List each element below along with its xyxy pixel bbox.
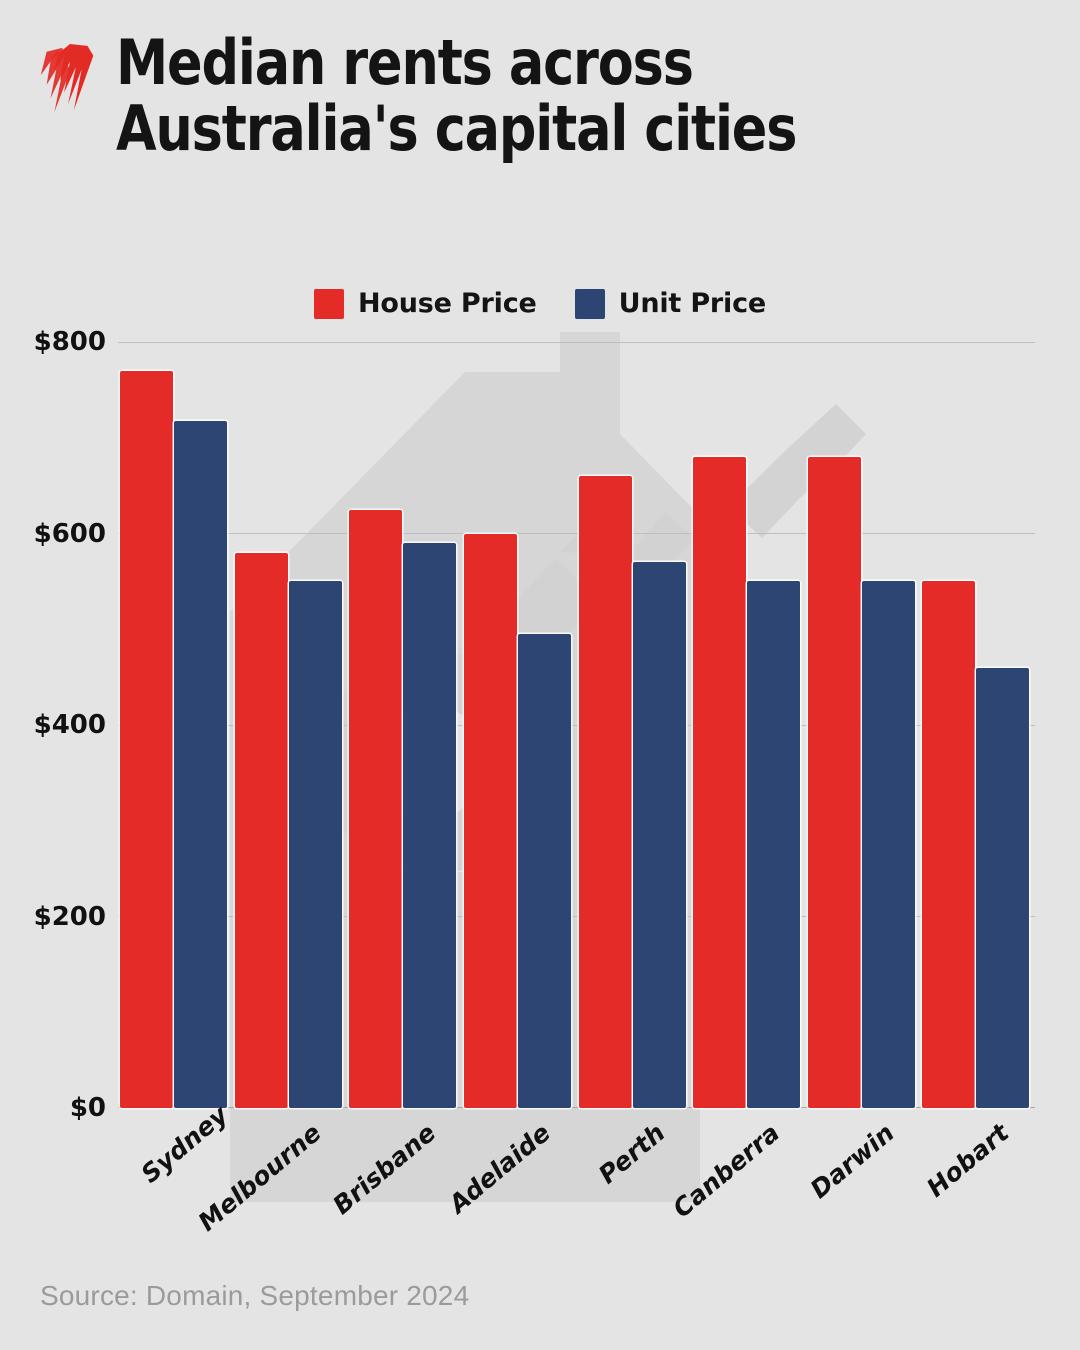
gridline-200 xyxy=(118,916,1035,917)
bar-series-layer xyxy=(118,342,1035,1108)
bar-canberra-house[interactable] xyxy=(693,456,747,1108)
x-axis-tick-sydney: Sydney xyxy=(135,1100,234,1189)
page-title: Median rents across Australia's capital … xyxy=(116,26,797,165)
y-axis-tick-400: $400 xyxy=(33,710,106,740)
gridline-400 xyxy=(118,725,1035,726)
bar-canberra-unit[interactable] xyxy=(747,581,801,1108)
bar-perth-unit[interactable] xyxy=(632,562,686,1108)
legend-item-house[interactable]: House Price xyxy=(313,288,537,319)
x-axis-labels: Sydney Melbourne Brisbane Adelaide Perth Canb… xyxy=(118,1100,1035,1242)
bar-sydney-house[interactable] xyxy=(120,370,173,1108)
legend-label-house: House Price xyxy=(357,288,537,319)
axis-baseline xyxy=(118,1106,1035,1108)
legend-label-unit: Unit Price xyxy=(618,288,767,319)
bar-adelaide-house[interactable] xyxy=(463,533,517,1108)
sbs-flame-logo-icon xyxy=(40,43,94,113)
y-axis-tick-0: $0 xyxy=(69,1093,106,1123)
header: Median rents across Australia's capital … xyxy=(0,0,1080,222)
chart-legend: House Price Unit Price xyxy=(0,288,1080,319)
legend-swatch-unit-icon xyxy=(574,288,605,319)
bar-adelaide-unit[interactable] xyxy=(517,634,571,1108)
gridline-800 xyxy=(118,342,1035,343)
y-axis-tick-800: $800 xyxy=(33,327,106,357)
axis-gridlines xyxy=(118,342,1035,1108)
bar-brisbane-unit[interactable] xyxy=(403,543,457,1108)
gridline-600 xyxy=(118,533,1035,534)
legend-swatch-house-icon xyxy=(313,288,344,319)
bar-perth-house[interactable] xyxy=(578,476,632,1108)
y-axis-labels: $0 $200 $400 $600 $800 xyxy=(0,222,118,1222)
bar-hobart-unit[interactable] xyxy=(976,667,1030,1108)
bar-melbourne-unit[interactable] xyxy=(288,581,342,1108)
y-axis-tick-600: $600 xyxy=(33,518,106,549)
bar-sydney-unit[interactable] xyxy=(174,420,227,1108)
bar-darwin-house[interactable] xyxy=(807,456,861,1108)
source-caption: Source: Domain, September 2024 xyxy=(40,1280,470,1311)
bar-brisbane-house[interactable] xyxy=(349,509,403,1108)
bar-darwin-unit[interactable] xyxy=(861,581,915,1108)
y-axis-tick-200: $200 xyxy=(33,901,106,932)
bar-melbourne-house[interactable] xyxy=(234,552,288,1108)
bar-hobart-house[interactable] xyxy=(922,581,976,1108)
legend-item-unit[interactable]: Unit Price xyxy=(574,288,767,319)
chart-plot-area xyxy=(0,222,1080,1222)
